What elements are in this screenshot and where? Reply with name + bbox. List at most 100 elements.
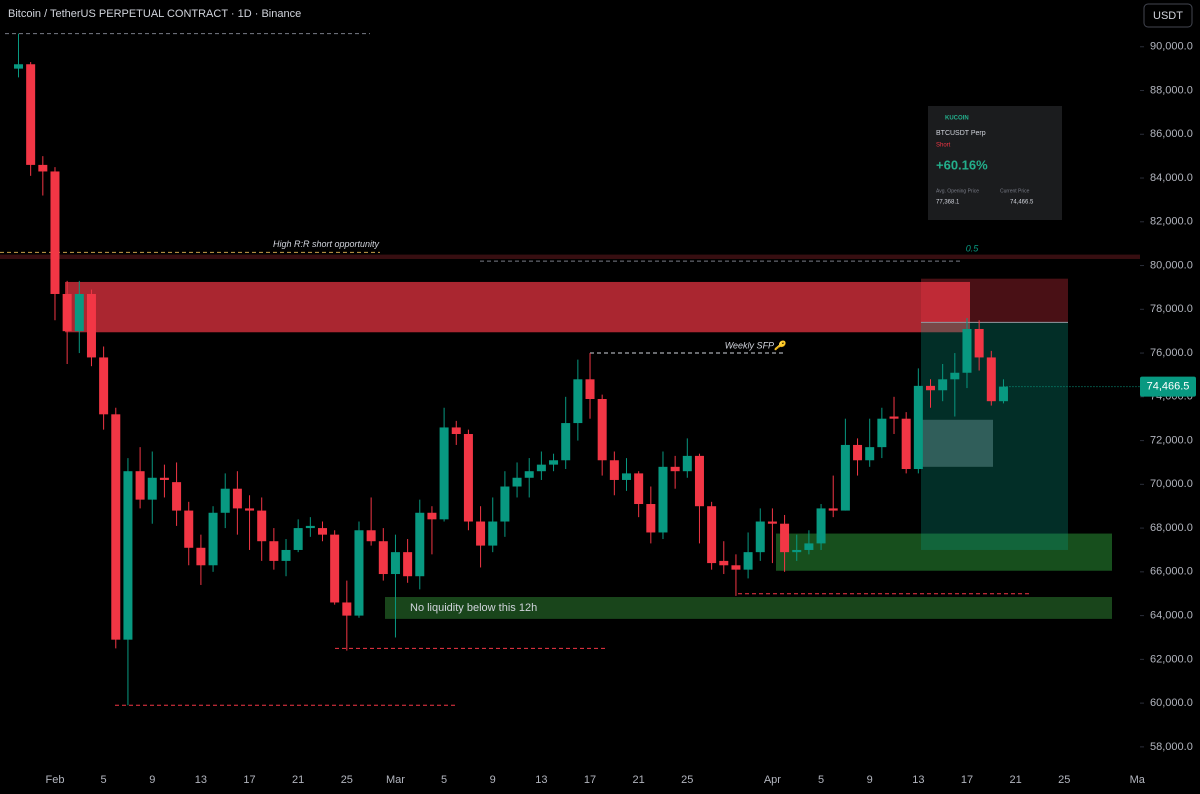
candle-body [743,552,753,570]
candle-body [780,523,790,553]
candle-body [245,508,255,511]
card-symbol: BTCUSDT Perp [936,130,986,137]
candle-body [658,466,668,533]
candle-body [938,379,948,391]
x-tick-label: 9 [490,774,496,786]
x-tick-label: 25 [1058,774,1070,786]
candle-body [220,488,230,513]
y-tick-label: 68,000.0 [1150,522,1193,534]
candle-body [50,171,60,294]
candle-body [184,510,194,548]
position-reward [921,322,1068,550]
zone-label: No liquidity below this 12h [410,602,537,614]
candle-body [123,471,133,640]
candle-body [731,565,741,570]
candle-body [901,418,911,470]
candle-body [986,357,996,402]
y-tick-label: 66,000.0 [1150,566,1193,578]
candle-body [38,164,48,172]
candle-body [476,521,486,546]
candle-body [451,427,461,435]
x-tick-label: 13 [912,774,924,786]
candle-body [390,552,400,575]
x-tick-label: Mar [386,774,405,786]
y-tick-label: 64,000.0 [1150,610,1193,622]
candle-body [269,541,279,561]
candle-body [962,328,972,373]
candle-body [597,399,607,461]
candle-body [366,530,376,542]
candle-body [646,504,656,533]
zone [385,597,1112,619]
x-tick-label: Ma [1130,774,1146,786]
y-tick-label: 76,000.0 [1150,347,1193,359]
candle-body [792,549,802,553]
y-tick-label: 86,000.0 [1150,128,1193,140]
candle-body [622,473,631,480]
candle-body [488,521,498,546]
candle-body [172,482,182,511]
currency-button[interactable] [1143,3,1193,28]
x-tick-label: 9 [867,774,873,786]
y-tick-label: 82,000.0 [1150,216,1193,228]
currency-label[interactable]: USDT [1153,10,1183,22]
x-tick-label: 25 [341,774,353,786]
candle-body [840,444,850,511]
candle-body [694,455,704,507]
chart-title: Bitcoin / TetherUS PERPETUAL CONTRACT · … [8,8,301,20]
candle-body [804,543,814,550]
y-tick-label: 58,000.0 [1150,741,1193,753]
y-tick-label: 60,000.0 [1150,697,1193,709]
x-tick-label: 17 [243,774,255,786]
candle-body [913,385,923,470]
last-price-tag [1140,376,1196,397]
candle-body [853,444,863,461]
x-tick-label: 21 [292,774,304,786]
candle-body [427,512,437,520]
x-tick-label: 21 [633,774,645,786]
candle-body [257,510,267,542]
candle-body [828,508,838,511]
candle-body [463,434,473,522]
x-tick-label: 5 [441,774,447,786]
candle-body [524,471,534,478]
candle-body [512,477,522,487]
candle-body [682,455,692,472]
x-tick-label: 9 [149,774,155,786]
level-label: Weekly SFP🔑 [725,339,788,351]
candle-body [889,416,899,419]
card-current-label: Current Price [1000,188,1030,194]
level-label: High R:R short opportunity [273,239,380,249]
x-tick-label: 13 [535,774,547,786]
candle-body [609,460,619,480]
candle-body [330,534,340,603]
candle-body [877,418,887,448]
candle-body [26,64,36,165]
candle-body [232,488,242,509]
candle-body [549,460,559,465]
x-tick-label: Feb [45,774,64,786]
candle-body [415,512,425,577]
candle-body [998,386,1008,402]
x-tick-label: Apr [764,774,781,786]
candle-body [281,549,291,561]
plot: No liquidity below this 12h High R:R shor… [0,33,1196,786]
candle-body [719,560,729,566]
card-entry-label: Avg. Opening Price [936,188,979,194]
candle-body [14,64,23,69]
y-tick-label: 78,000.0 [1150,303,1193,315]
candle-body [670,466,680,472]
x-tick-label: 17 [961,774,973,786]
candle-body [767,521,777,524]
x-tick-label: 5 [818,774,824,786]
candle-body [707,506,717,564]
candle-body [342,602,352,616]
candle-body [573,379,583,424]
candle-body [816,508,826,544]
card-brand: KUCOIN [945,116,969,122]
zone [776,533,1112,571]
candle-body [147,477,157,500]
candle-body [354,530,364,616]
candle-body [86,293,96,358]
candle-body [378,541,388,575]
